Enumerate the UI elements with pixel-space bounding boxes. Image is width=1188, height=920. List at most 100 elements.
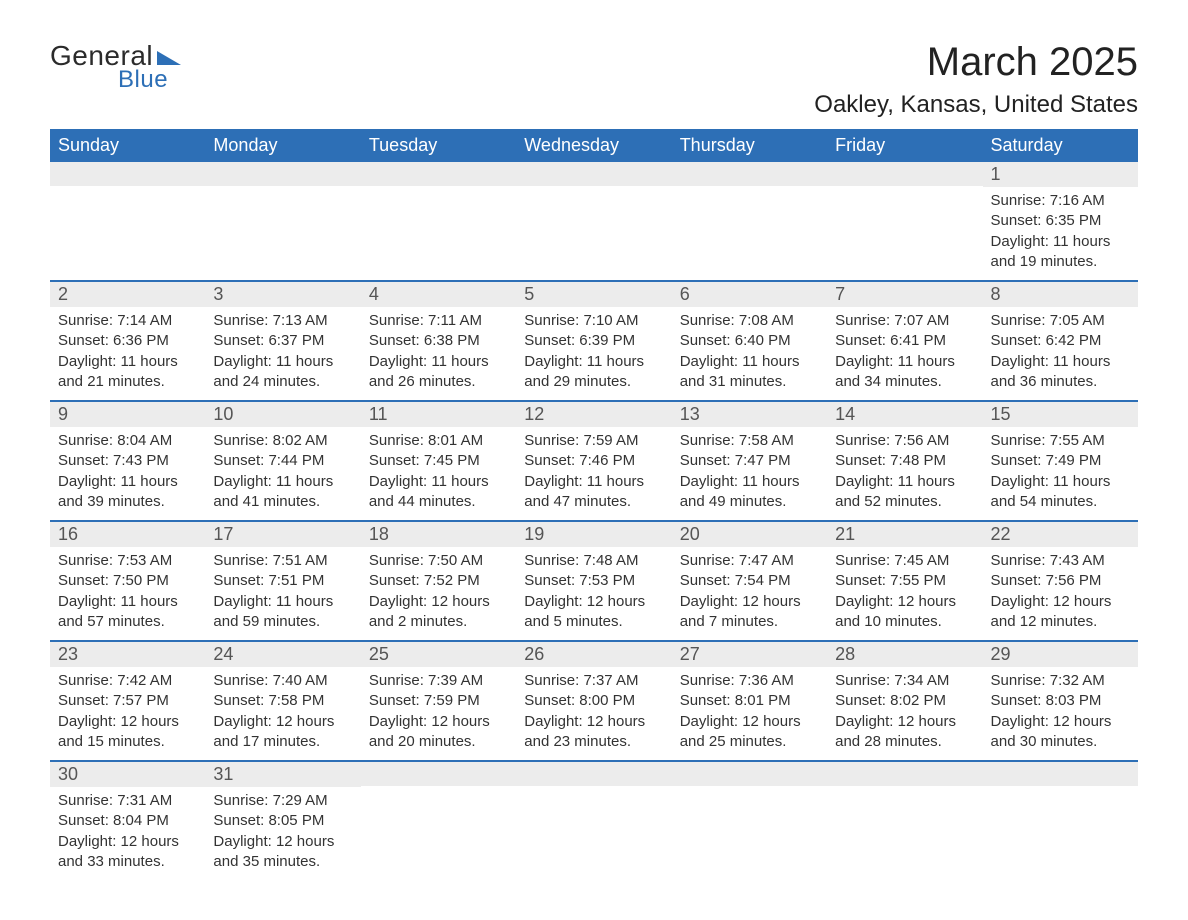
day-body: Sunrise: 7:29 AMSunset: 8:05 PMDaylight:… <box>205 787 360 880</box>
sunrise-line: Sunrise: 7:47 AM <box>680 551 819 571</box>
weekday-header: Wednesday <box>516 129 671 162</box>
day-body <box>827 786 982 798</box>
day-number <box>827 162 982 186</box>
weekday-header-row: Sunday Monday Tuesday Wednesday Thursday… <box>50 129 1138 162</box>
sunset-line: Sunset: 7:59 PM <box>369 691 508 711</box>
day-body: Sunrise: 7:11 AMSunset: 6:38 PMDaylight:… <box>361 307 516 400</box>
daylight-line: Daylight: 12 hours and 23 minutes. <box>524 712 663 753</box>
day-number: 26 <box>516 642 671 667</box>
sunset-line: Sunset: 7:47 PM <box>680 451 819 471</box>
calendar-row: 9Sunrise: 8:04 AMSunset: 7:43 PMDaylight… <box>50 401 1138 521</box>
calendar-cell: 9Sunrise: 8:04 AMSunset: 7:43 PMDaylight… <box>50 401 205 521</box>
sunset-line: Sunset: 7:58 PM <box>213 691 352 711</box>
day-number: 29 <box>983 642 1138 667</box>
daylight-line: Daylight: 12 hours and 33 minutes. <box>58 832 197 873</box>
brand-word2: Blue <box>118 66 168 94</box>
sunset-line: Sunset: 7:45 PM <box>369 451 508 471</box>
daylight-line: Daylight: 11 hours and 26 minutes. <box>369 352 508 393</box>
calendar-cell: 18Sunrise: 7:50 AMSunset: 7:52 PMDayligh… <box>361 521 516 641</box>
calendar-cell: 27Sunrise: 7:36 AMSunset: 8:01 PMDayligh… <box>672 641 827 761</box>
calendar-row: 1Sunrise: 7:16 AMSunset: 6:35 PMDaylight… <box>50 162 1138 281</box>
day-body: Sunrise: 7:45 AMSunset: 7:55 PMDaylight:… <box>827 547 982 640</box>
weekday-header: Saturday <box>983 129 1138 162</box>
sunset-line: Sunset: 8:02 PM <box>835 691 974 711</box>
sunrise-line: Sunrise: 7:56 AM <box>835 431 974 451</box>
location-text: Oakley, Kansas, United States <box>814 91 1138 119</box>
daylight-line: Daylight: 12 hours and 2 minutes. <box>369 592 508 633</box>
day-body: Sunrise: 7:40 AMSunset: 7:58 PMDaylight:… <box>205 667 360 760</box>
day-number: 14 <box>827 402 982 427</box>
day-body: Sunrise: 7:16 AMSunset: 6:35 PMDaylight:… <box>983 187 1138 280</box>
day-body: Sunrise: 7:42 AMSunset: 7:57 PMDaylight:… <box>50 667 205 760</box>
day-number <box>205 162 360 186</box>
calendar-cell: 5Sunrise: 7:10 AMSunset: 6:39 PMDaylight… <box>516 281 671 401</box>
calendar-cell: 31Sunrise: 7:29 AMSunset: 8:05 PMDayligh… <box>205 761 360 880</box>
day-body: Sunrise: 7:14 AMSunset: 6:36 PMDaylight:… <box>50 307 205 400</box>
day-body: Sunrise: 7:51 AMSunset: 7:51 PMDaylight:… <box>205 547 360 640</box>
day-body <box>672 186 827 198</box>
day-number: 31 <box>205 762 360 787</box>
day-body: Sunrise: 7:10 AMSunset: 6:39 PMDaylight:… <box>516 307 671 400</box>
sunrise-line: Sunrise: 7:55 AM <box>991 431 1130 451</box>
day-body: Sunrise: 7:08 AMSunset: 6:40 PMDaylight:… <box>672 307 827 400</box>
calendar-cell <box>672 162 827 281</box>
sunrise-line: Sunrise: 7:53 AM <box>58 551 197 571</box>
sunrise-line: Sunrise: 7:31 AM <box>58 791 197 811</box>
sunrise-line: Sunrise: 7:32 AM <box>991 671 1130 691</box>
sunset-line: Sunset: 7:50 PM <box>58 571 197 591</box>
day-number: 23 <box>50 642 205 667</box>
daylight-line: Daylight: 11 hours and 34 minutes. <box>835 352 974 393</box>
day-body <box>516 786 671 798</box>
day-number: 22 <box>983 522 1138 547</box>
sunrise-line: Sunrise: 7:59 AM <box>524 431 663 451</box>
day-number: 5 <box>516 282 671 307</box>
daylight-line: Daylight: 11 hours and 21 minutes. <box>58 352 197 393</box>
calendar-cell <box>827 761 982 880</box>
calendar-cell <box>516 162 671 281</box>
sunrise-line: Sunrise: 7:07 AM <box>835 311 974 331</box>
sunset-line: Sunset: 6:40 PM <box>680 331 819 351</box>
day-number: 28 <box>827 642 982 667</box>
sunset-line: Sunset: 7:54 PM <box>680 571 819 591</box>
calendar-cell: 24Sunrise: 7:40 AMSunset: 7:58 PMDayligh… <box>205 641 360 761</box>
sunset-line: Sunset: 7:52 PM <box>369 571 508 591</box>
calendar-cell: 21Sunrise: 7:45 AMSunset: 7:55 PMDayligh… <box>827 521 982 641</box>
sunrise-line: Sunrise: 7:42 AM <box>58 671 197 691</box>
calendar-cell <box>361 162 516 281</box>
day-number: 7 <box>827 282 982 307</box>
sunset-line: Sunset: 7:44 PM <box>213 451 352 471</box>
calendar-cell: 22Sunrise: 7:43 AMSunset: 7:56 PMDayligh… <box>983 521 1138 641</box>
calendar-row: 23Sunrise: 7:42 AMSunset: 7:57 PMDayligh… <box>50 641 1138 761</box>
day-body: Sunrise: 7:47 AMSunset: 7:54 PMDaylight:… <box>672 547 827 640</box>
daylight-line: Daylight: 12 hours and 15 minutes. <box>58 712 197 753</box>
day-number: 17 <box>205 522 360 547</box>
day-body <box>361 786 516 798</box>
sunrise-line: Sunrise: 7:16 AM <box>991 191 1130 211</box>
daylight-line: Daylight: 12 hours and 25 minutes. <box>680 712 819 753</box>
calendar-cell: 10Sunrise: 8:02 AMSunset: 7:44 PMDayligh… <box>205 401 360 521</box>
brand-logo: General Blue <box>50 40 181 94</box>
sunset-line: Sunset: 6:42 PM <box>991 331 1130 351</box>
day-number: 18 <box>361 522 516 547</box>
day-body: Sunrise: 8:02 AMSunset: 7:44 PMDaylight:… <box>205 427 360 520</box>
day-body: Sunrise: 7:48 AMSunset: 7:53 PMDaylight:… <box>516 547 671 640</box>
daylight-line: Daylight: 11 hours and 24 minutes. <box>213 352 352 393</box>
sunrise-line: Sunrise: 7:39 AM <box>369 671 508 691</box>
day-number <box>516 162 671 186</box>
day-body <box>50 186 205 198</box>
day-body: Sunrise: 7:59 AMSunset: 7:46 PMDaylight:… <box>516 427 671 520</box>
day-number: 8 <box>983 282 1138 307</box>
sunset-line: Sunset: 6:39 PM <box>524 331 663 351</box>
day-number: 24 <box>205 642 360 667</box>
day-body: Sunrise: 7:07 AMSunset: 6:41 PMDaylight:… <box>827 307 982 400</box>
daylight-line: Daylight: 12 hours and 7 minutes. <box>680 592 819 633</box>
day-number: 4 <box>361 282 516 307</box>
calendar-cell <box>50 162 205 281</box>
sunset-line: Sunset: 7:57 PM <box>58 691 197 711</box>
calendar-cell: 29Sunrise: 7:32 AMSunset: 8:03 PMDayligh… <box>983 641 1138 761</box>
day-number <box>672 162 827 186</box>
sunrise-line: Sunrise: 7:43 AM <box>991 551 1130 571</box>
day-number: 1 <box>983 162 1138 187</box>
calendar-cell: 26Sunrise: 7:37 AMSunset: 8:00 PMDayligh… <box>516 641 671 761</box>
calendar-cell: 23Sunrise: 7:42 AMSunset: 7:57 PMDayligh… <box>50 641 205 761</box>
